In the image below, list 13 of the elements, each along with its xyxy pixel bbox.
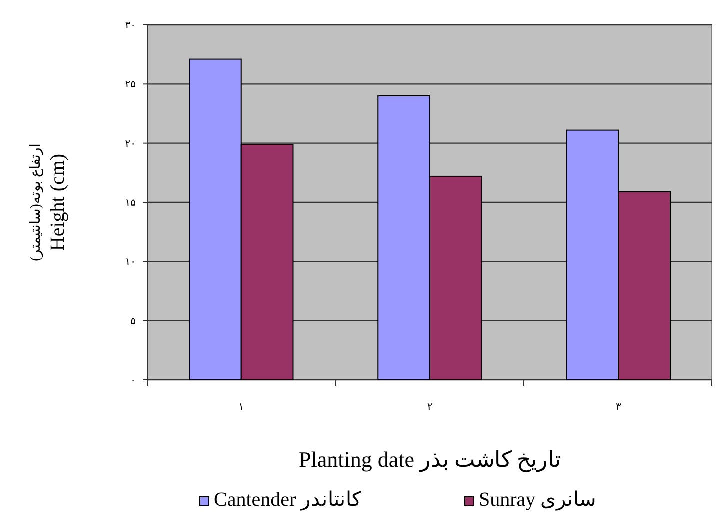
y-tick-label: ۵: [130, 316, 136, 328]
x-tick-label: ۲: [427, 402, 433, 413]
y-tick-label: ۰: [130, 376, 136, 386]
x-axis-title: Planting date تاریخ کاشت بذر: [299, 447, 561, 473]
x-tick-label: ۳: [616, 402, 622, 413]
y-tick-label: ۲۰: [125, 138, 136, 150]
legend-label: Cantender کانتاندر: [214, 489, 362, 511]
y-tick-label: ۱۵: [125, 198, 136, 209]
y-tick-label: ۳۰: [125, 20, 136, 32]
y-tick-label: ۲۵: [125, 80, 136, 91]
legend-label: Sunray سانری: [479, 489, 597, 511]
x-tick-label: ۱: [238, 402, 244, 413]
y-tick-label: ۱۰: [125, 257, 136, 268]
